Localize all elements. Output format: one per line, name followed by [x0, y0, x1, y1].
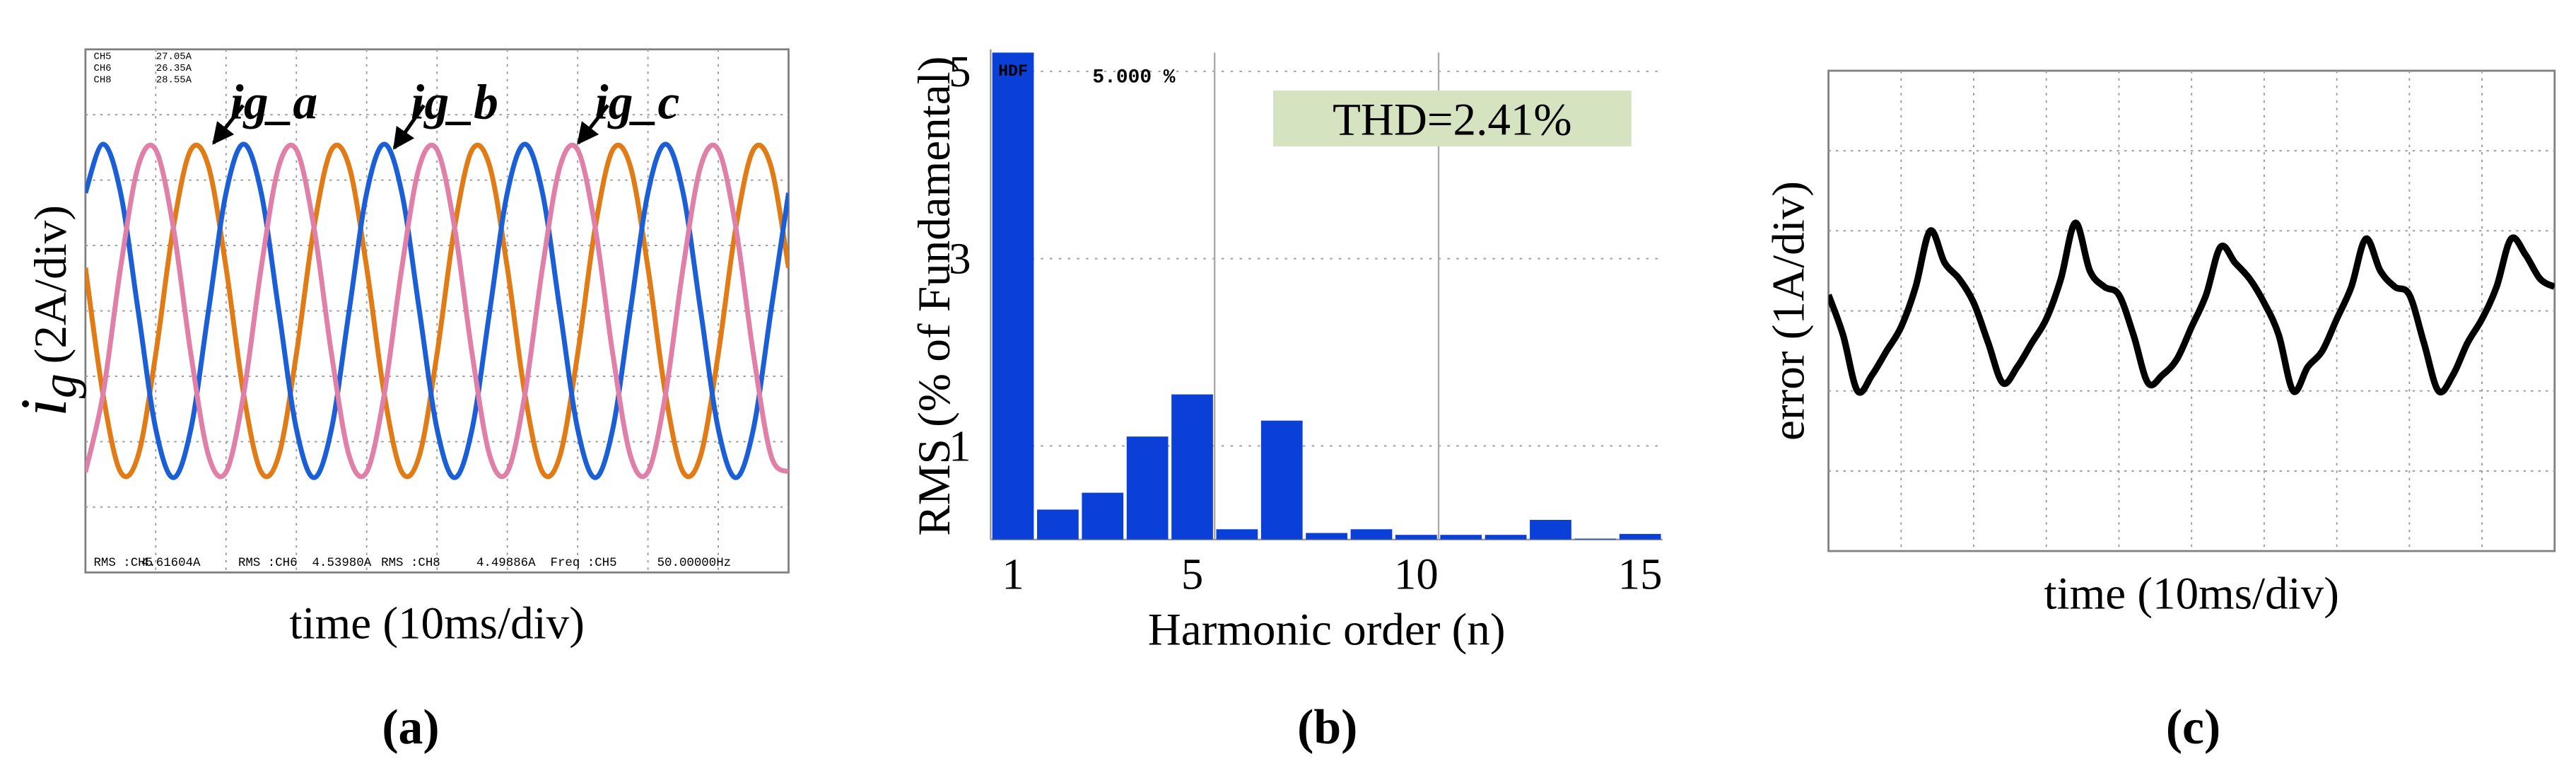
bar	[1082, 492, 1124, 540]
header-readout: CH5	[93, 52, 111, 63]
x-tick-label: 15	[1618, 550, 1663, 599]
bar	[1574, 538, 1617, 540]
readout: RMS :CH6	[238, 556, 298, 570]
series-line	[85, 142, 789, 480]
y-tick-label: 3	[949, 234, 971, 284]
label-arrow	[392, 104, 426, 150]
y-axis-label: error (1A/div)	[1764, 181, 1815, 441]
x-tick-label: 10	[1394, 550, 1439, 599]
readout: Freq :CH5	[551, 556, 617, 570]
y-tick-label: 1	[949, 421, 971, 470]
bar	[1440, 535, 1482, 540]
bar	[1126, 436, 1169, 540]
x-axis-label: Harmonic order (n)	[1148, 605, 1506, 656]
y-axis-label: RMS (% of Fundamental)	[909, 57, 960, 536]
header-readout: 28.55A	[156, 74, 192, 86]
header-readout: CH6	[93, 63, 111, 74]
y-tick-label: 5	[949, 47, 971, 96]
y-label-unit: (2A/div)	[25, 205, 76, 364]
bar	[1306, 533, 1347, 540]
annotation-box	[1273, 90, 1632, 146]
readout: RMS :CH8	[381, 556, 440, 570]
bars	[992, 52, 1661, 540]
series-group	[85, 141, 789, 480]
scale-label: 5.000 %	[1092, 66, 1175, 88]
readout: 4.49886A	[476, 556, 536, 570]
bar	[1619, 533, 1661, 540]
series-group	[1828, 219, 2555, 396]
y-label-symbol: i	[8, 398, 81, 417]
readout: RMS :CH5	[93, 556, 153, 570]
label-arrow	[212, 104, 245, 145]
bar-label: HDF	[998, 62, 1028, 81]
readout: 4.53980A	[312, 556, 372, 570]
x-axis-label: time (10ms/div)	[2044, 568, 2338, 619]
series-label: ig_b	[411, 75, 498, 129]
caption: (a)	[382, 700, 439, 755]
readout: 4.61604A	[141, 556, 201, 570]
x-tick-label: 5	[1181, 550, 1203, 599]
bar	[1485, 535, 1527, 540]
bar	[1216, 529, 1258, 540]
annotation: THD=2.41%	[1333, 95, 1571, 146]
bar	[1037, 509, 1079, 540]
bar	[992, 52, 1034, 540]
header-readout: 26.35A	[156, 63, 192, 74]
series-label: ig_c	[595, 75, 679, 129]
bar	[1395, 535, 1437, 540]
series-label: ig_a	[230, 75, 317, 129]
readout: 50.00000Hz	[657, 556, 732, 570]
x-axis-label: time (10ms/div)	[289, 598, 584, 649]
label-arrow	[577, 104, 609, 145]
bar	[1530, 520, 1571, 540]
series-line	[85, 141, 789, 480]
series-line	[1828, 219, 2555, 396]
header-readout: CH8	[93, 74, 111, 86]
y-axis-label: ig (2A/div)	[8, 205, 87, 417]
series-line	[85, 142, 789, 480]
bar	[1171, 394, 1213, 540]
caption: (c)	[2166, 700, 2220, 755]
y-label-sub: g	[33, 373, 87, 398]
header-readout: 27.05A	[156, 52, 192, 63]
x-tick-label: 1	[1002, 550, 1024, 599]
caption: (b)	[1297, 700, 1357, 755]
bar	[1350, 529, 1393, 540]
bar	[1260, 420, 1303, 540]
